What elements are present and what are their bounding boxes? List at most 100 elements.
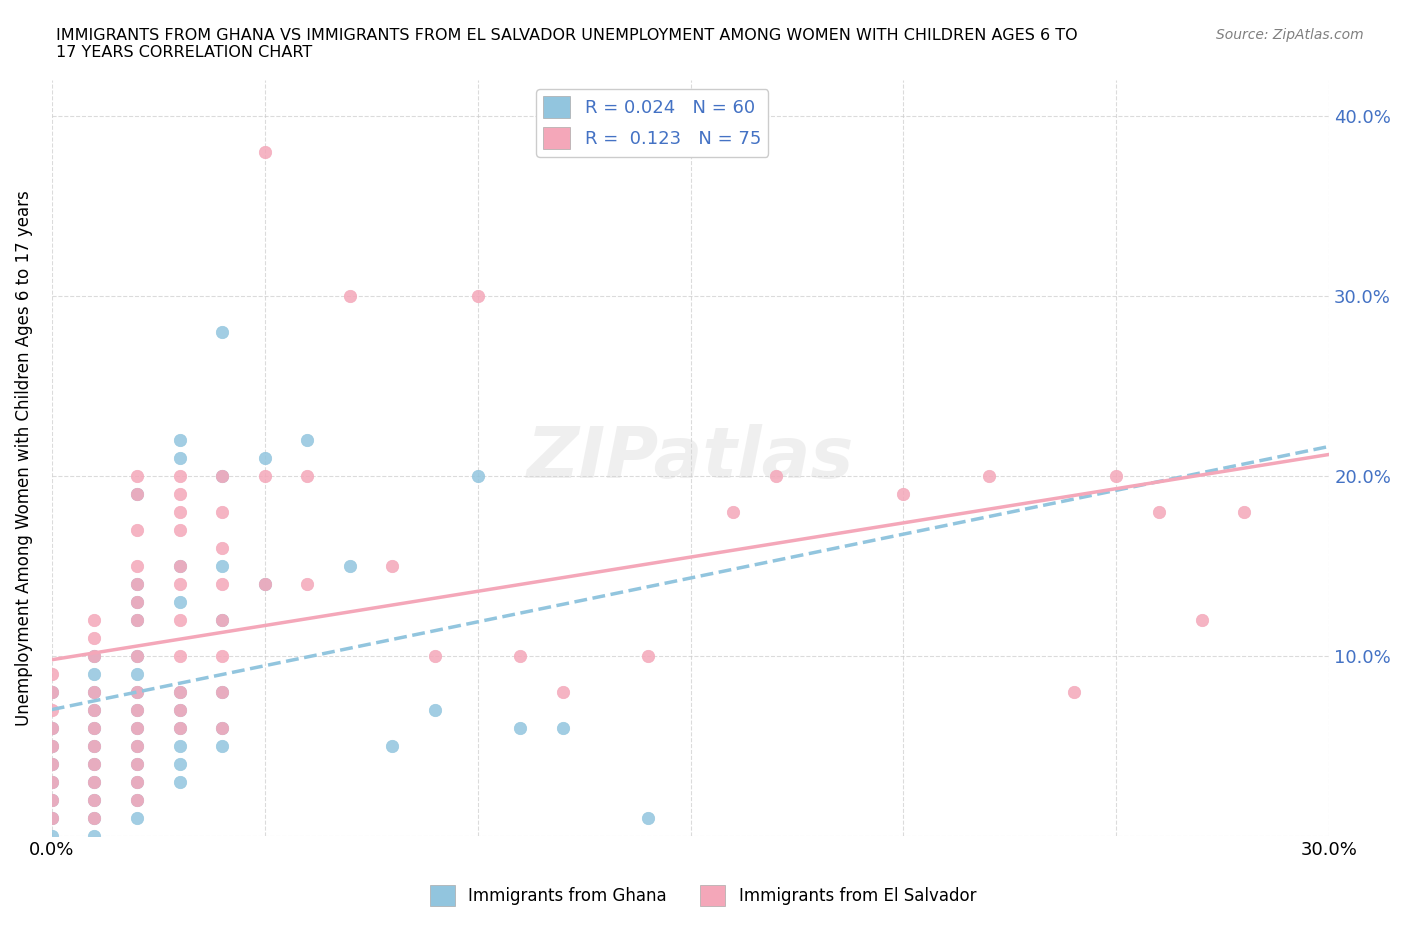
Y-axis label: Unemployment Among Women with Children Ages 6 to 17 years: Unemployment Among Women with Children A… (15, 191, 32, 726)
Point (41, 667, 63, 682)
Point (169, 757, 191, 772)
Point (125, 738, 148, 753)
Point (125, 793, 148, 808)
Point (169, 486, 191, 501)
Text: Source: ZipAtlas.com: Source: ZipAtlas.com (1216, 28, 1364, 42)
Point (41, 684, 63, 699)
Point (169, 775, 191, 790)
Point (169, 432, 191, 447)
Point (211, 577, 233, 591)
Point (83, 721, 105, 736)
Point (125, 811, 148, 826)
Point (423, 703, 446, 718)
Point (211, 738, 233, 753)
Point (169, 577, 191, 591)
Point (169, 505, 191, 520)
Point (41, 793, 63, 808)
Point (169, 523, 191, 538)
Point (83, 793, 105, 808)
Point (83, 775, 105, 790)
Point (83, 721, 105, 736)
Point (297, 577, 319, 591)
Point (41, 811, 63, 826)
Point (83, 757, 105, 772)
Point (509, 721, 531, 736)
Point (211, 684, 233, 699)
Point (637, 811, 659, 826)
Point (125, 577, 148, 591)
Point (765, 469, 787, 484)
Point (125, 649, 148, 664)
Point (125, 613, 148, 628)
Point (125, 793, 148, 808)
Point (1063, 684, 1085, 699)
Point (211, 469, 233, 484)
Point (211, 684, 233, 699)
Point (509, 649, 531, 664)
Point (83, 757, 105, 772)
Point (125, 595, 148, 610)
Point (83, 793, 105, 808)
Point (41, 721, 63, 736)
Point (169, 721, 191, 736)
Point (169, 559, 191, 574)
Legend: Immigrants from Ghana, Immigrants from El Salvador: Immigrants from Ghana, Immigrants from E… (423, 879, 983, 912)
Point (125, 721, 148, 736)
Point (83, 613, 105, 628)
Point (211, 541, 233, 556)
Point (83, 775, 105, 790)
Point (169, 703, 191, 718)
Point (169, 703, 191, 718)
Point (41, 738, 63, 753)
Point (339, 559, 361, 574)
Point (381, 559, 404, 574)
Point (169, 595, 191, 610)
Point (211, 613, 233, 628)
Point (721, 505, 744, 520)
Point (637, 649, 659, 664)
Point (125, 523, 148, 538)
Text: IMMIGRANTS FROM GHANA VS IMMIGRANTS FROM EL SALVADOR UNEMPLOYMENT AMONG WOMEN WI: IMMIGRANTS FROM GHANA VS IMMIGRANTS FROM… (56, 28, 1078, 60)
Point (125, 486, 148, 501)
Point (125, 738, 148, 753)
Point (977, 469, 1000, 484)
Point (169, 613, 191, 628)
Point (125, 703, 148, 718)
Point (83, 649, 105, 664)
Point (41, 793, 63, 808)
Point (125, 757, 148, 772)
Point (125, 721, 148, 736)
Point (83, 649, 105, 664)
Point (125, 775, 148, 790)
Point (211, 469, 233, 484)
Text: ZIPatlas: ZIPatlas (527, 424, 855, 493)
Point (1191, 613, 1213, 628)
Point (253, 469, 276, 484)
Point (41, 775, 63, 790)
Point (83, 684, 105, 699)
Point (83, 829, 105, 844)
Point (125, 613, 148, 628)
Point (125, 486, 148, 501)
Point (467, 288, 489, 303)
Point (169, 469, 191, 484)
Point (41, 721, 63, 736)
Point (83, 738, 105, 753)
Point (467, 469, 489, 484)
Point (83, 684, 105, 699)
Point (423, 649, 446, 664)
Point (125, 577, 148, 591)
Point (125, 775, 148, 790)
Point (41, 684, 63, 699)
Point (211, 721, 233, 736)
Point (211, 505, 233, 520)
Point (83, 811, 105, 826)
Point (169, 649, 191, 664)
Point (253, 577, 276, 591)
Point (169, 684, 191, 699)
Point (83, 703, 105, 718)
Point (125, 757, 148, 772)
Point (169, 738, 191, 753)
Point (551, 721, 574, 736)
Point (125, 703, 148, 718)
